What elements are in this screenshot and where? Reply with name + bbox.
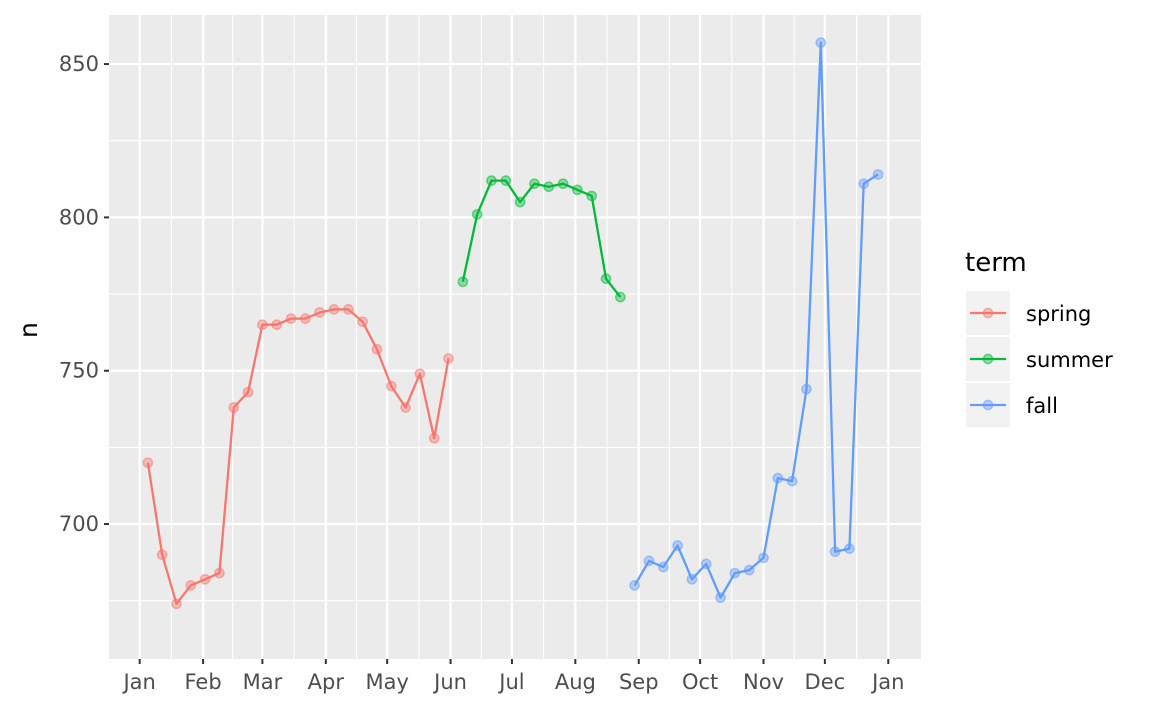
legend-label-fall: fall — [1026, 394, 1058, 418]
data-point-fall — [686, 573, 698, 585]
data-point-spring — [328, 304, 340, 315]
data-point-spring — [171, 598, 182, 610]
x-tick-label: Feb — [184, 670, 221, 694]
data-point-summer — [614, 291, 626, 303]
y-tick-label: 800 — [59, 205, 99, 229]
y-axis: 700 750 800 850 — [59, 52, 109, 536]
data-point-summer — [529, 178, 540, 190]
data-point-summer — [572, 184, 583, 196]
series-line-summer — [461, 179, 622, 298]
data-point-fall — [700, 558, 712, 570]
series-line-spring — [146, 308, 450, 605]
data-point-spring — [443, 353, 454, 364]
data-point-fall — [844, 543, 855, 554]
x-tick-label: Nov — [743, 670, 784, 694]
data-point-fall — [786, 475, 798, 487]
data-point-fall — [715, 592, 726, 604]
y-axis-title: n — [14, 322, 43, 338]
data-point-summer — [557, 178, 569, 190]
data-point-summer — [457, 276, 469, 288]
legend: term spring summer fall — [965, 248, 1113, 427]
x-tick-label: Dec — [805, 670, 846, 694]
data-point-fall — [657, 561, 669, 573]
data-point-spring — [228, 402, 240, 413]
data-point-fall — [858, 178, 870, 190]
major-grid — [109, 15, 921, 659]
data-point-spring — [400, 402, 411, 413]
data-point-summer — [586, 190, 598, 202]
x-tick-label: May — [365, 670, 408, 694]
data-point-fall — [643, 555, 655, 567]
data-point-spring — [214, 567, 225, 579]
x-tick-label: Jan — [870, 670, 904, 694]
data-point-summer — [486, 175, 497, 186]
data-point-summer — [471, 208, 483, 220]
x-tick-label: Oct — [682, 670, 718, 694]
data-point-spring — [300, 313, 311, 324]
legend-label-summer: summer — [1026, 348, 1113, 372]
data-point-spring — [242, 386, 254, 398]
data-point-spring — [428, 432, 440, 444]
x-tick-label: Aug — [555, 670, 596, 694]
series-layer — [142, 37, 884, 610]
data-point-spring — [271, 319, 283, 331]
legend-key-point — [982, 399, 994, 411]
data-point-fall — [629, 580, 641, 591]
data-point-spring — [414, 368, 426, 380]
data-point-spring — [371, 343, 383, 355]
data-point-fall — [801, 383, 812, 395]
x-tick-label: Apr — [308, 670, 345, 694]
panel-background — [109, 15, 921, 659]
x-axis: Jan Feb Mar Apr May Jun Jul Aug Sep Oct Nov Dec Jan — [121, 659, 904, 694]
y-tick-label: 750 — [59, 359, 99, 383]
legend-key-point — [982, 307, 994, 319]
data-point-fall — [672, 540, 683, 551]
data-point-fall — [729, 567, 741, 579]
data-point-fall — [772, 472, 784, 484]
data-point-spring — [142, 457, 154, 469]
data-point-summer — [514, 196, 526, 208]
data-point-spring — [357, 316, 368, 328]
data-point-fall — [743, 564, 755, 576]
legend-label-spring: spring — [1026, 302, 1091, 326]
legend-title: term — [965, 248, 1027, 278]
data-point-spring — [257, 319, 268, 331]
y-tick-label: 700 — [59, 512, 99, 536]
data-point-spring — [342, 304, 354, 315]
x-tick-label: Jun — [432, 670, 467, 694]
data-point-summer — [500, 175, 512, 186]
data-point-fall — [815, 37, 827, 48]
data-point-fall — [872, 169, 884, 180]
data-point-fall — [758, 552, 769, 564]
data-point-spring — [156, 549, 168, 561]
data-point-spring — [314, 307, 326, 318]
data-point-summer — [543, 181, 555, 193]
data-point-spring — [185, 580, 197, 591]
data-point-summer — [600, 273, 612, 285]
data-point-spring — [285, 313, 297, 324]
data-point-spring — [385, 380, 397, 392]
data-point-fall — [829, 546, 841, 558]
x-tick-label: Mar — [243, 670, 283, 694]
legend-key-point — [982, 353, 994, 365]
x-tick-label: Jan — [121, 670, 155, 694]
x-tick-label: Jul — [497, 670, 524, 694]
y-tick-label: 850 — [59, 52, 99, 76]
minor-grid — [109, 15, 921, 659]
x-tick-label: Sep — [619, 670, 659, 694]
data-point-spring — [199, 573, 211, 585]
